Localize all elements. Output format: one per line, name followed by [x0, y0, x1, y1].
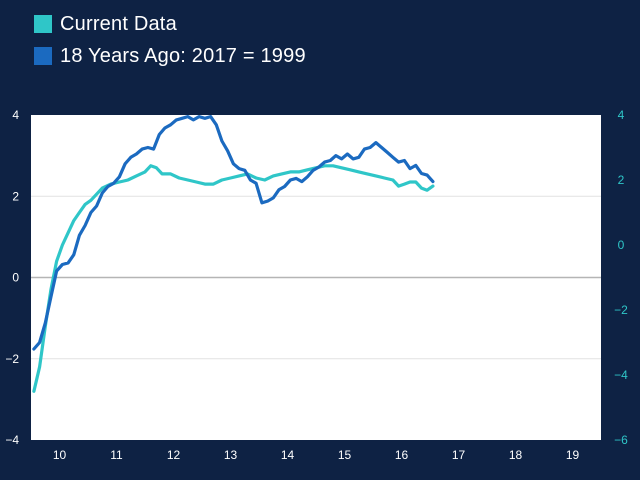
x-axis-tick-label: 18: [509, 448, 523, 462]
legend-item-18-years-ago: 18 Years Ago: 2017 = 1999: [34, 40, 306, 72]
right-axis-tick-label: −6: [614, 433, 628, 447]
right-axis-tick-label: 4: [618, 108, 625, 122]
left-axis-tick-label: 0: [12, 271, 19, 285]
series-line-current-data: [32, 164, 435, 393]
x-axis-tick-label: 10: [53, 448, 67, 462]
right-axis-tick-label: 2: [618, 173, 625, 187]
legend-label-18-years-ago: 18 Years Ago: 2017 = 1999: [60, 44, 306, 67]
legend-swatch-18-years-ago: [34, 47, 52, 65]
legend-label-current-data: Current Data: [60, 12, 177, 35]
legend-swatch-current-data: [34, 15, 52, 33]
left-axis-tick-label: −2: [5, 352, 19, 366]
legend-item-current-data: Current Data: [34, 8, 306, 40]
x-axis-tick-label: 12: [167, 448, 181, 462]
left-axis-tick-label: −4: [5, 433, 19, 447]
chart-legend: Current Data 18 Years Ago: 2017 = 1999: [34, 8, 306, 72]
left-axis-tick-label: 2: [12, 189, 19, 203]
right-axis-tick-label: 0: [618, 238, 625, 252]
x-axis-tick-label: 16: [395, 448, 409, 462]
right-axis-tick-label: −2: [614, 303, 628, 317]
x-axis-tick-label: 15: [338, 448, 352, 462]
x-axis-tick-label: 11: [110, 448, 123, 462]
left-axis-tick-label: 4: [12, 108, 19, 122]
series-line-18-years-ago: [32, 115, 435, 351]
x-axis-tick-label: 13: [224, 448, 238, 462]
x-axis-tick-label: 17: [452, 448, 466, 462]
right-axis-tick-label: −4: [614, 368, 628, 382]
x-axis-tick-label: 14: [281, 448, 295, 462]
x-axis-tick-label: 19: [566, 448, 580, 462]
